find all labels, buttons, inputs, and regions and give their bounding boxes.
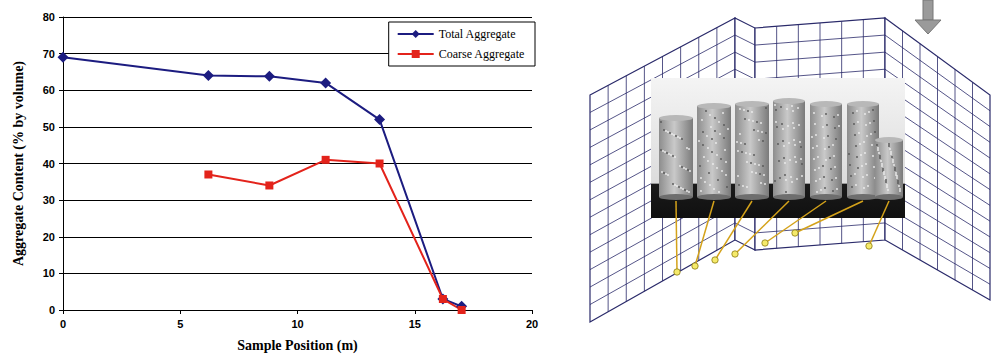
svg-text:80: 80: [43, 11, 55, 23]
svg-text:Aggregate Content (% by volume: Aggregate Content (% by volume): [11, 61, 27, 266]
svg-text:60: 60: [43, 84, 55, 96]
svg-text:5: 5: [177, 318, 183, 330]
svg-text:70: 70: [43, 48, 55, 60]
svg-text:50: 50: [43, 121, 55, 133]
svg-text:10: 10: [43, 267, 55, 279]
svg-text:0: 0: [60, 318, 66, 330]
svg-text:Coarse Aggregate: Coarse Aggregate: [439, 47, 525, 61]
svg-text:0: 0: [49, 304, 55, 316]
svg-text:Sample Position (m): Sample Position (m): [237, 338, 358, 354]
svg-text:20: 20: [43, 231, 55, 243]
svg-text:20: 20: [526, 318, 538, 330]
svg-text:15: 15: [409, 318, 421, 330]
svg-text:10: 10: [291, 318, 303, 330]
svg-text:30: 30: [43, 194, 55, 206]
svg-text:Total Aggregate: Total Aggregate: [439, 27, 516, 41]
svg-text:40: 40: [43, 158, 55, 170]
